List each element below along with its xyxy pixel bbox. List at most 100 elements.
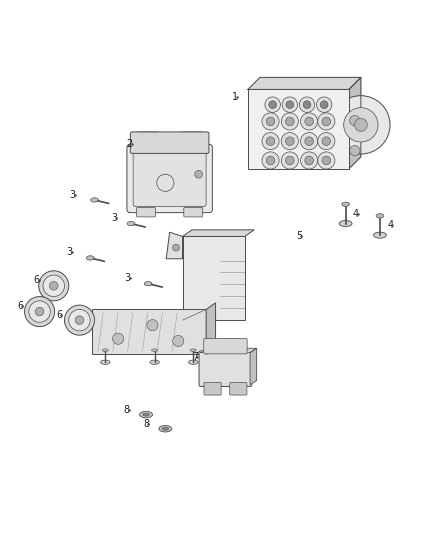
Text: 2: 2 (127, 139, 133, 149)
Circle shape (173, 335, 184, 346)
Text: 3: 3 (124, 273, 131, 283)
Circle shape (350, 116, 360, 126)
Circle shape (305, 137, 314, 146)
Circle shape (305, 156, 314, 165)
Text: 1: 1 (232, 92, 238, 102)
Text: 6: 6 (17, 302, 23, 311)
Ellipse shape (374, 232, 386, 238)
Circle shape (354, 118, 367, 131)
Circle shape (282, 97, 297, 112)
Polygon shape (206, 303, 215, 354)
Text: 8: 8 (124, 405, 130, 415)
Ellipse shape (101, 360, 110, 365)
Polygon shape (201, 348, 257, 352)
Bar (248, 90, 349, 169)
Ellipse shape (339, 221, 352, 227)
Ellipse shape (91, 198, 99, 202)
Polygon shape (349, 77, 361, 169)
Circle shape (262, 152, 279, 169)
Circle shape (269, 101, 276, 109)
Circle shape (332, 95, 390, 154)
Circle shape (300, 113, 318, 130)
Circle shape (75, 316, 84, 325)
Polygon shape (250, 348, 257, 385)
Circle shape (195, 171, 202, 178)
Circle shape (265, 97, 280, 112)
Circle shape (305, 117, 314, 126)
FancyBboxPatch shape (230, 383, 247, 395)
Circle shape (318, 152, 335, 169)
Circle shape (147, 320, 158, 331)
Circle shape (25, 296, 55, 327)
FancyBboxPatch shape (133, 151, 206, 206)
Circle shape (266, 137, 275, 146)
Circle shape (322, 117, 331, 126)
Circle shape (113, 333, 124, 344)
Polygon shape (92, 310, 206, 354)
Ellipse shape (342, 202, 350, 206)
Circle shape (262, 113, 279, 130)
Text: 8: 8 (143, 419, 149, 429)
Circle shape (316, 97, 332, 112)
Circle shape (344, 108, 378, 142)
Circle shape (49, 281, 58, 290)
Circle shape (320, 101, 328, 109)
Circle shape (286, 156, 294, 165)
Ellipse shape (150, 360, 159, 365)
Circle shape (43, 275, 64, 296)
FancyBboxPatch shape (204, 338, 247, 354)
Ellipse shape (376, 214, 384, 218)
Circle shape (286, 117, 294, 126)
Text: 4: 4 (353, 209, 359, 219)
Circle shape (299, 97, 315, 112)
Circle shape (300, 152, 318, 169)
Polygon shape (183, 237, 245, 320)
Ellipse shape (140, 411, 152, 418)
Text: 7: 7 (192, 352, 198, 361)
Circle shape (173, 244, 180, 251)
FancyBboxPatch shape (127, 144, 212, 213)
Ellipse shape (190, 349, 196, 351)
Ellipse shape (152, 349, 158, 351)
Circle shape (286, 101, 294, 109)
FancyBboxPatch shape (136, 132, 158, 151)
Text: 4: 4 (387, 220, 393, 230)
FancyBboxPatch shape (199, 351, 252, 386)
Ellipse shape (188, 360, 198, 365)
Circle shape (318, 133, 335, 150)
Ellipse shape (143, 413, 149, 416)
FancyBboxPatch shape (137, 207, 155, 217)
Polygon shape (166, 232, 183, 259)
Ellipse shape (86, 256, 94, 260)
Text: 6: 6 (34, 275, 40, 285)
Circle shape (266, 156, 275, 165)
Polygon shape (248, 77, 361, 90)
Circle shape (69, 310, 90, 331)
FancyBboxPatch shape (131, 132, 209, 154)
Circle shape (322, 156, 331, 165)
Circle shape (29, 301, 50, 322)
Circle shape (266, 117, 275, 126)
FancyBboxPatch shape (184, 207, 203, 217)
Polygon shape (183, 230, 254, 237)
Ellipse shape (162, 427, 169, 430)
Ellipse shape (144, 281, 152, 286)
Circle shape (35, 308, 44, 316)
Circle shape (318, 113, 335, 130)
Circle shape (350, 146, 360, 156)
Ellipse shape (127, 221, 135, 225)
Text: 3: 3 (70, 190, 76, 200)
Circle shape (262, 133, 279, 150)
Circle shape (322, 137, 331, 146)
Circle shape (39, 271, 69, 301)
Text: 3: 3 (67, 247, 73, 257)
Ellipse shape (102, 349, 108, 351)
Circle shape (303, 101, 311, 109)
Text: 6: 6 (56, 310, 62, 320)
Circle shape (64, 305, 95, 335)
Circle shape (281, 133, 298, 150)
FancyBboxPatch shape (204, 383, 221, 395)
Circle shape (281, 113, 298, 130)
Ellipse shape (159, 425, 172, 432)
Circle shape (286, 137, 294, 146)
